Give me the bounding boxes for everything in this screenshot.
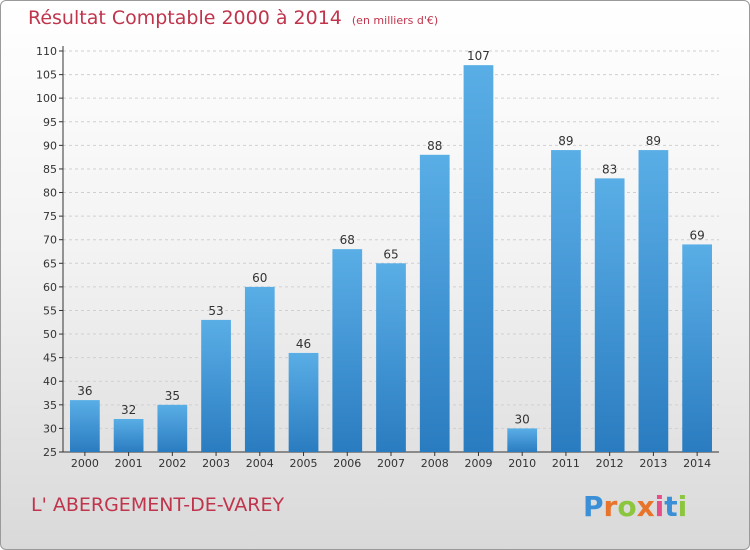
y-tick-label: 80 <box>43 187 57 200</box>
data-label: 68 <box>340 233 355 247</box>
bar-2008 <box>419 154 450 452</box>
bar-2012 <box>594 178 625 452</box>
bar-2006 <box>332 249 363 452</box>
bar-2011 <box>551 150 581 452</box>
y-tick-label: 45 <box>43 352 57 365</box>
y-tick-label: 65 <box>43 257 57 270</box>
data-label: 107 <box>467 49 490 63</box>
bar-2003 <box>201 319 231 452</box>
x-tick-label: 2002 <box>158 457 186 470</box>
y-tick-label: 95 <box>43 116 57 129</box>
y-tick-label: 85 <box>43 163 57 176</box>
x-tick-label: 2009 <box>464 457 492 470</box>
x-tick-label: 2012 <box>596 457 624 470</box>
y-tick-label: 110 <box>36 45 57 58</box>
x-tick-label: 2006 <box>333 457 361 470</box>
logo-letter: o <box>617 490 637 523</box>
y-tick-label: 60 <box>43 281 57 294</box>
data-label: 53 <box>208 304 223 318</box>
logo-letter: i <box>654 490 665 523</box>
y-tick-label: 50 <box>43 328 57 341</box>
bar-2014 <box>682 244 713 452</box>
x-tick-label: 2001 <box>115 457 143 470</box>
y-tick-label: 40 <box>43 375 57 388</box>
logo-letter: t <box>664 490 678 523</box>
x-tick-label: 2014 <box>683 457 711 470</box>
bar-2009 <box>463 65 494 452</box>
logo-letter: x <box>636 490 655 523</box>
data-label: 89 <box>558 134 573 148</box>
logo-letter: i <box>677 490 688 523</box>
bar-2013 <box>638 150 669 452</box>
data-label: 32 <box>121 403 136 417</box>
y-tick-label: 70 <box>43 234 57 247</box>
data-label: 83 <box>602 162 617 176</box>
x-tick-label: 2000 <box>71 457 99 470</box>
data-label: 35 <box>165 389 180 403</box>
x-tick-label: 2013 <box>639 457 667 470</box>
data-label: 89 <box>646 134 661 148</box>
data-label: 65 <box>383 247 398 261</box>
chart-title: Résultat Comptable 2000 à 2014 (en millie… <box>28 7 438 29</box>
x-tick-label: 2011 <box>552 457 580 470</box>
logo-letter: r <box>603 490 618 523</box>
y-tick-label: 35 <box>43 399 57 412</box>
data-label: 30 <box>515 412 530 426</box>
x-tick-label: 2010 <box>508 457 536 470</box>
x-tick-label: 2005 <box>290 457 318 470</box>
y-tick-label: 55 <box>43 304 57 317</box>
y-tick-label: 75 <box>43 210 57 223</box>
data-label: 60 <box>252 271 267 285</box>
bar-2004 <box>244 286 275 452</box>
bar-2002 <box>157 404 188 452</box>
x-tick-label: 2003 <box>202 457 230 470</box>
y-tick-label: 100 <box>36 92 57 105</box>
data-label: 36 <box>77 384 92 398</box>
data-label: 69 <box>689 228 704 242</box>
y-tick-label: 90 <box>43 139 57 152</box>
bar-2001 <box>113 418 144 452</box>
logo-letter: P <box>583 490 604 523</box>
data-label: 88 <box>427 139 442 153</box>
place-name: L' ABERGEMENT-DE-VAREY <box>31 494 285 516</box>
y-tick-label: 25 <box>43 446 57 459</box>
chart-subtitle: (en milliers d'€) <box>351 14 439 27</box>
bar-2010 <box>507 428 538 452</box>
x-tick-label: 2007 <box>377 457 405 470</box>
bar-2000 <box>69 400 100 452</box>
data-label: 46 <box>296 337 311 351</box>
bar-2007 <box>376 263 406 452</box>
x-tick-label: 2008 <box>421 457 449 470</box>
bar-2005 <box>288 352 319 452</box>
x-tick-label: 2004 <box>246 457 274 470</box>
title-text: Résultat Comptable 2000 à 2014 <box>28 7 342 29</box>
y-tick-label: 105 <box>36 69 57 82</box>
y-tick-label: 30 <box>43 422 57 435</box>
proxiti-logo: Proxiti <box>583 490 687 523</box>
